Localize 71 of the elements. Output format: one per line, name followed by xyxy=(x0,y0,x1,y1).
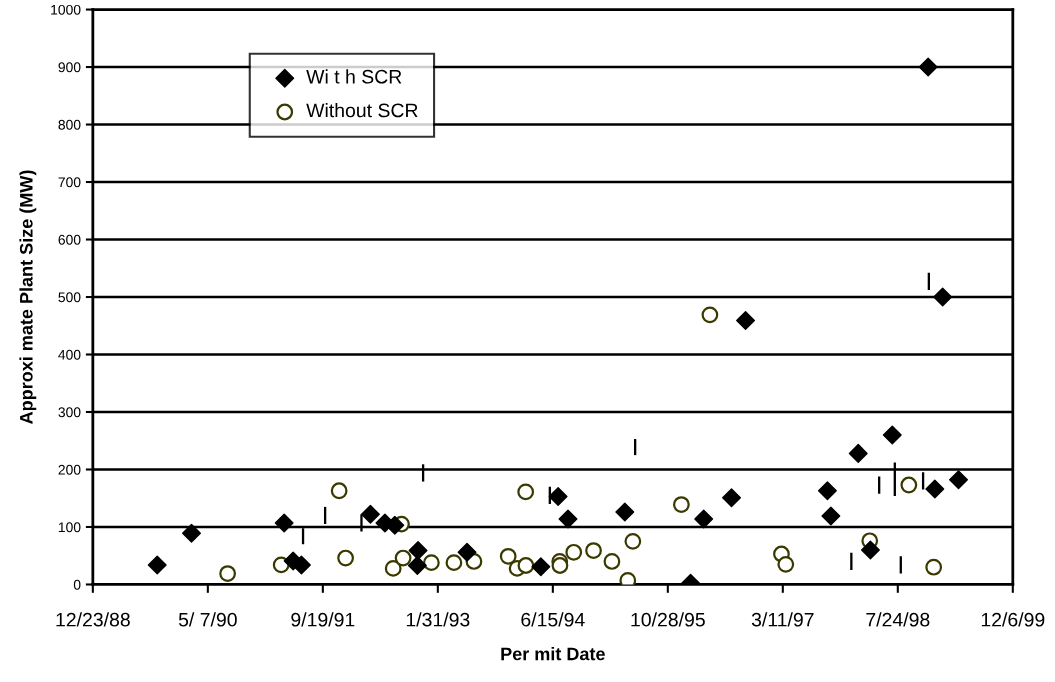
point xyxy=(445,554,463,572)
y-tick-label: 600 xyxy=(58,234,81,245)
point xyxy=(385,515,405,535)
y-tick-label: 1000 xyxy=(51,4,81,15)
point xyxy=(933,287,953,307)
point xyxy=(337,549,354,567)
point xyxy=(548,487,568,506)
point xyxy=(422,554,440,572)
point xyxy=(619,572,637,585)
point xyxy=(147,555,167,575)
y-tick-label: 800 xyxy=(58,119,81,130)
point xyxy=(182,523,201,543)
point xyxy=(360,504,380,524)
point xyxy=(860,540,880,560)
y-tick-label: 0 xyxy=(73,579,81,590)
y-tick-label: 500 xyxy=(58,292,81,303)
point xyxy=(457,542,477,562)
point xyxy=(722,488,742,508)
x-tick-label: 9/19/91 xyxy=(291,612,355,627)
point xyxy=(274,513,294,533)
y-tick-label: 300 xyxy=(58,407,81,418)
point xyxy=(517,483,535,501)
y-tick-label: 100 xyxy=(58,522,81,533)
x-tick-label: 3/11/97 xyxy=(751,612,814,627)
point xyxy=(531,557,551,577)
point xyxy=(701,306,719,324)
x-tick-label: 6/15/94 xyxy=(521,612,585,627)
point xyxy=(407,556,427,575)
y-tick-label: 700 xyxy=(58,177,81,188)
bar xyxy=(899,556,902,574)
point xyxy=(694,509,714,529)
point xyxy=(551,557,569,574)
y-tick-label: 400 xyxy=(58,349,81,360)
point xyxy=(777,555,795,573)
point xyxy=(330,482,348,500)
point xyxy=(848,443,868,463)
point xyxy=(925,479,945,499)
point xyxy=(821,506,841,526)
point xyxy=(925,558,943,576)
point xyxy=(219,565,237,582)
point xyxy=(672,496,690,513)
point xyxy=(394,549,412,567)
point xyxy=(408,541,428,561)
point xyxy=(565,543,583,561)
x-tick-label: 12/23/88 xyxy=(56,612,130,627)
point xyxy=(517,557,535,574)
point xyxy=(900,476,918,494)
bar xyxy=(878,476,881,494)
point xyxy=(736,311,756,331)
point xyxy=(817,481,837,501)
x-axis-title: Per mit Date xyxy=(501,647,605,661)
x-tick-label: 7/24/98 xyxy=(866,612,930,627)
legend-label: Without SCR xyxy=(306,103,418,118)
point xyxy=(384,559,402,577)
point xyxy=(949,470,969,490)
point xyxy=(585,542,602,559)
point xyxy=(499,547,517,565)
point xyxy=(918,57,938,77)
point xyxy=(882,425,902,445)
legend-label: Wi t h SCR xyxy=(306,69,402,84)
x-tick-label: 12/6/99 xyxy=(981,612,1045,627)
x-tick-label: 5/ 7/90 xyxy=(178,612,237,627)
point xyxy=(615,502,635,522)
point xyxy=(624,532,642,550)
y-tick-label: 200 xyxy=(58,464,81,475)
y-tick-label: 900 xyxy=(58,62,81,73)
y-axis-title: Approxi mate Plant Size (MW) xyxy=(19,170,37,424)
x-tick-label: 1/31/93 xyxy=(406,612,470,627)
point xyxy=(558,509,578,529)
x-tick-label: 10/28/95 xyxy=(631,612,705,627)
point xyxy=(603,553,621,570)
